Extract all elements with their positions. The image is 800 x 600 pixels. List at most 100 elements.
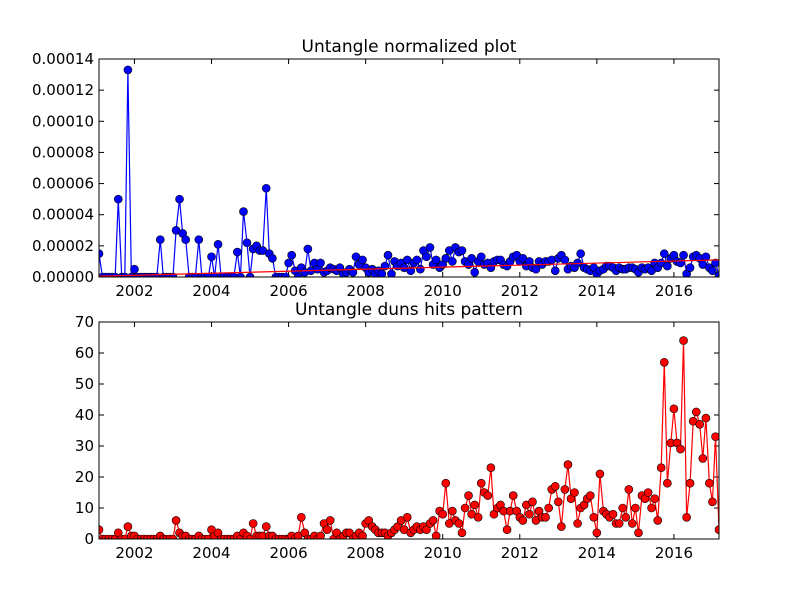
data-point (457, 528, 467, 538)
chart-title: Untangle duns hits pattern (295, 300, 523, 320)
data-point (448, 257, 457, 266)
data-point (705, 478, 714, 488)
data-point (303, 244, 313, 254)
x-tick-label: 2002 (115, 544, 153, 562)
data-point (659, 249, 669, 258)
data-point (701, 413, 711, 423)
data-point (650, 494, 659, 504)
data-point (168, 534, 178, 539)
data-point (518, 516, 528, 525)
data-point (708, 497, 717, 507)
data-point (383, 250, 393, 260)
data-point (425, 243, 435, 252)
x-tick-label: 2016 (655, 282, 693, 300)
data-point (406, 266, 416, 276)
data-point (113, 194, 123, 204)
data-point (685, 263, 695, 272)
data-point (554, 497, 563, 507)
y-tick-label: 60 (75, 344, 94, 362)
data-point (245, 534, 255, 539)
data-point (261, 183, 271, 193)
x-tick-label: 2012 (501, 544, 539, 562)
x-tick-label: 2002 (115, 282, 153, 300)
data-point (711, 432, 719, 441)
data-point (293, 272, 303, 277)
data-point (682, 512, 691, 522)
data-point (663, 478, 672, 488)
data-point (431, 531, 441, 539)
data-point (213, 240, 223, 249)
data-point (550, 481, 560, 491)
data-point (412, 255, 422, 265)
data-point (473, 512, 483, 522)
data-point (457, 246, 467, 255)
x-tick-label: 2006 (269, 282, 307, 300)
data-point (631, 503, 640, 513)
data-point (486, 463, 496, 473)
y-tick-label: 0.00000 (32, 268, 94, 286)
data-point (595, 469, 605, 479)
data-point (207, 252, 216, 262)
data-point (348, 268, 358, 277)
x-tick-label: 2010 (424, 282, 462, 300)
y-tick-label: 10 (75, 499, 94, 517)
x-tick-label: 2016 (655, 544, 693, 562)
data-point (448, 506, 457, 516)
y-tick-label: 0.00008 (32, 143, 94, 161)
data-point (643, 488, 653, 497)
data-point (441, 478, 451, 488)
data-point (123, 65, 133, 75)
data-point (284, 258, 293, 268)
data-point (248, 519, 258, 528)
data-point (358, 255, 367, 265)
y-tick-label: 0.00002 (32, 237, 94, 255)
data-point (691, 407, 701, 417)
data-point (711, 258, 719, 268)
data-point (528, 497, 537, 507)
axes-frame (98, 58, 720, 278)
data-point (377, 269, 387, 277)
y-tick-label: 0.00012 (32, 81, 94, 99)
data-point (560, 485, 570, 494)
data-point (316, 258, 325, 268)
y-tick-label: 0.00004 (32, 206, 94, 224)
data-point (544, 503, 553, 513)
x-tick-label: 2012 (501, 282, 539, 300)
data-point (570, 488, 579, 497)
data-point (123, 522, 133, 531)
data-point (656, 463, 666, 473)
data-point (592, 528, 602, 538)
data-point (550, 266, 560, 276)
data-point (194, 235, 204, 244)
data-point (120, 534, 130, 539)
y-tick-label: 0 (84, 530, 94, 548)
data-point (422, 252, 431, 262)
data-point (464, 491, 473, 500)
data-point (618, 503, 627, 513)
x-tick-label: 2014 (578, 282, 616, 300)
data-point (99, 249, 104, 258)
data-point (563, 460, 573, 469)
data-point (99, 525, 104, 534)
y-tick-label: 40 (75, 406, 94, 424)
data-point (608, 509, 618, 519)
data-point (653, 516, 663, 525)
data-point (714, 525, 719, 534)
data-point (155, 235, 165, 244)
data-point (239, 207, 248, 216)
data-point (316, 531, 325, 539)
data-point (181, 235, 190, 244)
y-tick-label: 50 (75, 375, 94, 393)
data-point (557, 522, 566, 531)
series-line (99, 69, 719, 277)
data-point (281, 272, 290, 277)
x-tick-label: 2008 (347, 544, 385, 562)
data-point (614, 519, 624, 528)
data-point (585, 491, 595, 500)
data-point (245, 272, 255, 277)
data-point (483, 491, 493, 500)
y-tick-label: 70 (75, 313, 94, 331)
data-point (659, 357, 669, 367)
